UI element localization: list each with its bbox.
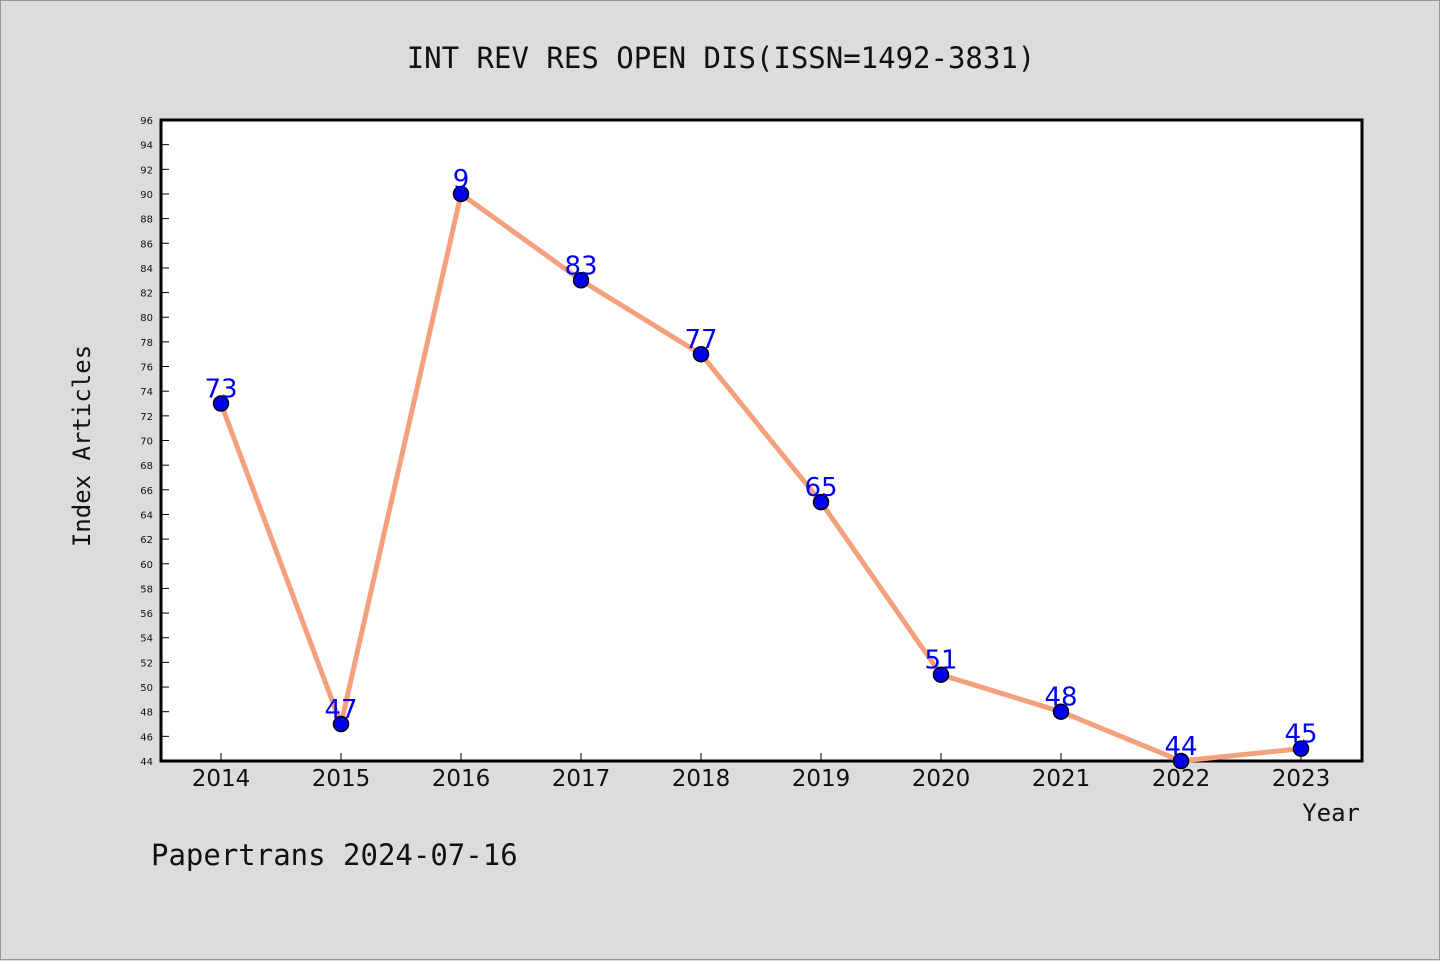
y-tick-label: 90	[140, 190, 153, 201]
data-point	[452, 185, 470, 203]
y-tick-label: 84	[140, 264, 153, 275]
data-point	[332, 715, 350, 733]
y-axis: 44 46 48 50 52 54 56 58 60 62 64 66 68 70 72 74 76 78 80 82…	[140, 116, 169, 768]
y-tick-label: 50	[140, 683, 153, 694]
data-label: 45	[1284, 720, 1317, 750]
series-line	[218, 191, 1302, 764]
y-tick-label: 80	[140, 313, 153, 324]
y-tick-label: 56	[140, 609, 153, 620]
series-points-group	[212, 185, 1310, 770]
y-tick-label: 86	[140, 239, 153, 250]
x-tick-label: 2019	[792, 766, 851, 792]
x-tick-label: 2020	[912, 766, 971, 792]
y-tick-label: 66	[140, 486, 153, 497]
x-tick-label: 2021	[1032, 766, 1091, 792]
y-tick-label: 64	[140, 510, 153, 521]
data-point	[812, 493, 830, 511]
y-tick-label: 72	[140, 412, 153, 423]
y-tick-label: 48	[140, 708, 153, 719]
data-label: 9	[453, 165, 470, 195]
data-label: 44	[1164, 732, 1197, 762]
x-tick-label: 2016	[432, 766, 491, 792]
chart-title: INT REV RES OPEN DIS(ISSN=1492-3831)	[407, 41, 1036, 75]
data-labels-group: 73 47 9 83 77 65 51 48 44 45	[204, 165, 1317, 762]
y-tick-label: 88	[140, 215, 153, 226]
data-point	[692, 345, 710, 363]
y-tick-label: 92	[140, 165, 153, 176]
data-label: 51	[924, 646, 957, 676]
y-tick-label: 62	[140, 535, 153, 546]
y-tick-label: 60	[140, 560, 153, 571]
data-point	[1172, 752, 1190, 770]
x-tick-label: 2015	[312, 766, 371, 792]
data-label: 83	[564, 251, 597, 281]
footer-watermark: Papertrans 2024-07-16	[151, 838, 518, 872]
y-tick-label: 82	[140, 289, 153, 300]
data-label: 77	[684, 325, 717, 355]
x-tick-label: 2017	[552, 766, 611, 792]
data-label: 48	[1044, 683, 1077, 713]
y-tick-label: 46	[140, 732, 153, 743]
data-label: 47	[324, 695, 357, 725]
y-tick-label: 76	[140, 363, 153, 374]
y-tick-label: 74	[140, 387, 153, 398]
y-tick-label: 54	[140, 634, 153, 645]
y-axis-label: Index Articles	[68, 345, 96, 547]
plot-area	[159, 118, 1364, 763]
y-tick-label: 94	[140, 141, 153, 152]
y-tick-label: 44	[140, 757, 153, 768]
series-line-group	[218, 191, 1302, 764]
x-axis-label: Year	[1302, 799, 1360, 827]
x-axis: 2014 2015 2016 2017 2018 2019 2020 2021 2022 2023	[192, 753, 1331, 792]
data-point	[1292, 740, 1310, 757]
x-tick-label: 2018	[672, 766, 731, 792]
data-point	[1052, 703, 1070, 720]
data-label: 73	[204, 375, 237, 405]
y-tick-label: 52	[140, 658, 153, 669]
y-tick-label: 58	[140, 584, 153, 595]
x-tick-label: 2022	[1152, 766, 1211, 792]
data-label: 65	[804, 473, 837, 503]
x-tick-label: 2023	[1272, 766, 1331, 792]
y-tick-label: 96	[140, 116, 153, 127]
data-point	[212, 395, 230, 412]
y-tick-label: 78	[140, 338, 153, 349]
y-tick-label: 68	[140, 461, 153, 472]
data-point	[932, 666, 950, 683]
y-tick-label: 70	[140, 437, 153, 448]
x-tick-label: 2014	[192, 766, 251, 792]
data-point	[572, 272, 590, 289]
